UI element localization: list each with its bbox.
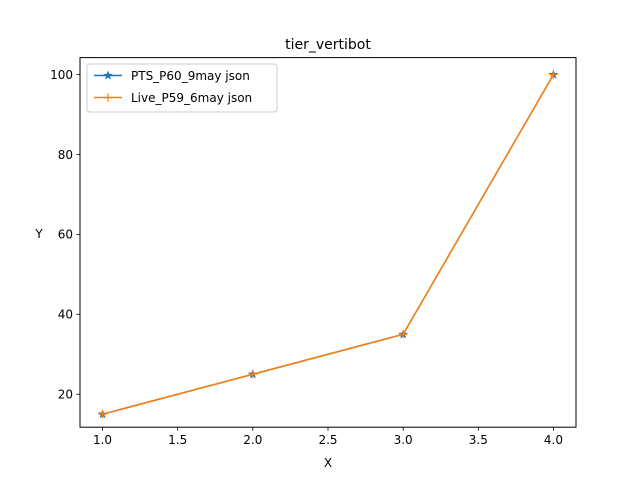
x-tick-label: 2.0 <box>243 433 262 447</box>
legend-box <box>86 63 278 113</box>
series-2-point <box>248 370 258 379</box>
x-axis-label: X <box>324 456 332 470</box>
x-tick-label: 1.5 <box>168 433 187 447</box>
legend: PTS_P60_9may json Live_P59_6may json <box>86 63 278 113</box>
y-tick-label: 100 <box>50 68 73 82</box>
x-tick-label: 3.0 <box>394 433 413 447</box>
x-tick-label: 4.0 <box>544 433 563 447</box>
series-line-1 <box>102 74 555 415</box>
plot-area <box>97 69 559 419</box>
y-axis: 20 40 60 80 100 <box>50 68 80 402</box>
legend-marker-1 <box>103 70 113 80</box>
x-tick-label: 1.0 <box>93 433 112 447</box>
y-tick-label: 40 <box>58 308 73 322</box>
x-tick-label: 3.5 <box>469 433 488 447</box>
x-axis: 1.0 1.5 2.0 2.5 3.0 3.5 4.0 <box>93 427 563 447</box>
series-2-point <box>549 70 558 79</box>
series-2-point <box>398 330 408 339</box>
legend-label-1: PTS_P60_9may json <box>131 69 250 83</box>
series-line-2 <box>102 74 555 415</box>
legend-label-2: Live_P59_6may json <box>131 91 252 105</box>
y-tick-label: 80 <box>58 148 73 162</box>
legend-marker-2 <box>103 93 113 102</box>
y-axis-label: Y <box>34 227 43 241</box>
y-tick-label: 20 <box>58 388 73 402</box>
x-tick-label: 2.5 <box>318 433 337 447</box>
plot-frame <box>79 57 577 428</box>
series-2-point <box>98 410 107 419</box>
y-tick-label: 60 <box>58 228 73 242</box>
chart-title: tier_vertibot <box>285 37 371 53</box>
